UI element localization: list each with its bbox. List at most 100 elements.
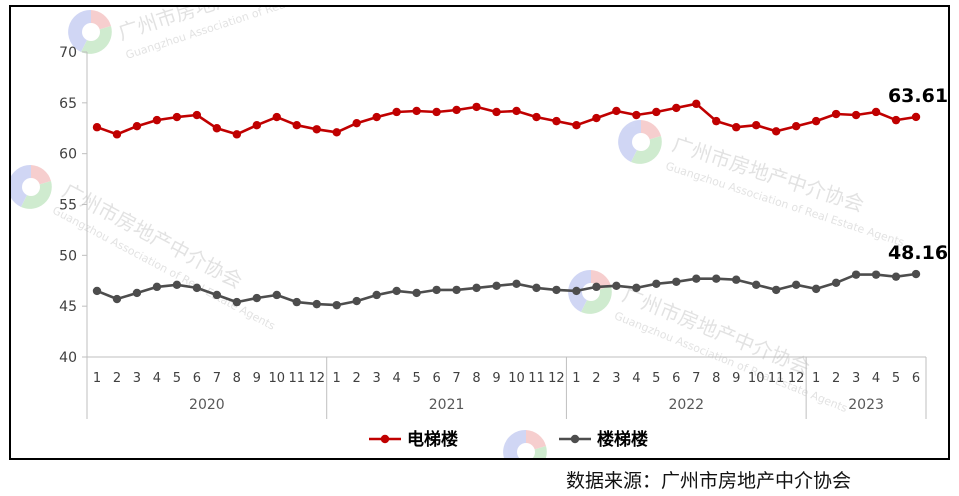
data-point	[871, 107, 881, 117]
watermark-logo-center	[82, 23, 100, 41]
data-point	[811, 116, 821, 126]
x-month-label: 4	[392, 371, 400, 386]
x-month-label: 6	[193, 371, 201, 386]
x-month-label: 7	[452, 371, 460, 386]
x-month-label: 11	[768, 371, 785, 386]
data-point	[212, 124, 222, 133]
watermark-logo-center	[517, 443, 535, 458]
data-point	[712, 116, 721, 126]
data-point	[791, 280, 801, 290]
watermark-logo-blue	[503, 429, 526, 458]
watermark-logo-red	[641, 120, 661, 142]
data-point	[492, 281, 501, 291]
x-month-label: 5	[652, 371, 660, 386]
data-point	[532, 112, 541, 122]
data-point	[112, 294, 122, 304]
y-tick-label: 50	[59, 248, 77, 264]
x-month-label: 9	[732, 371, 740, 386]
data-point	[312, 299, 321, 309]
legend-marker	[380, 434, 390, 444]
data-point	[732, 123, 741, 132]
x-month-label: 6	[432, 371, 440, 386]
data-point	[292, 121, 301, 130]
data-point	[292, 297, 301, 307]
data-point	[392, 107, 401, 117]
data-point	[392, 286, 401, 296]
x-month-label: 12	[548, 371, 565, 386]
watermark-logo-blue	[11, 164, 31, 207]
end-data-label: 48.16	[888, 242, 948, 264]
data-point	[232, 297, 242, 307]
x-year-label: 2023	[848, 397, 884, 413]
x-month-label: 4	[153, 371, 161, 386]
data-point	[332, 128, 341, 137]
data-point	[252, 293, 261, 303]
x-month-label: 3	[133, 371, 141, 386]
data-point	[92, 286, 102, 296]
data-point	[552, 116, 561, 126]
data-point	[412, 106, 421, 116]
data-point	[272, 290, 281, 300]
data-point	[172, 112, 182, 122]
data-point	[352, 296, 361, 306]
x-month-label: 2	[592, 371, 600, 386]
watermark-english-text: Guangzhou Association of Real Estate Age…	[50, 204, 277, 333]
x-year-label: 2020	[189, 397, 225, 413]
data-point	[592, 113, 601, 123]
data-point	[192, 110, 202, 120]
data-point	[632, 283, 641, 293]
data-point	[811, 284, 821, 294]
data-point	[512, 279, 521, 288]
watermark-logo-red	[526, 430, 546, 452]
data-point	[352, 118, 361, 128]
data-point	[652, 107, 661, 117]
data-point	[492, 107, 501, 117]
x-month-label: 8	[233, 371, 241, 386]
data-point	[472, 283, 481, 293]
data-point	[272, 112, 281, 122]
data-point	[372, 290, 381, 300]
x-month-label: 5	[412, 371, 420, 386]
x-month-label: 9	[492, 371, 500, 386]
watermark-logo-red	[31, 165, 51, 187]
x-month-label: 4	[632, 371, 640, 386]
x-year-label: 2021	[429, 397, 465, 413]
watermark-logo-blue	[68, 9, 91, 52]
y-tick-label: 60	[59, 147, 77, 163]
data-point	[512, 106, 521, 116]
data-point	[172, 280, 182, 290]
data-point	[132, 122, 142, 131]
x-month-label: 5	[173, 371, 181, 386]
x-month-label: 1	[812, 371, 820, 386]
data-source-note: 数据来源：广州市房地产中介协会	[566, 470, 852, 492]
x-month-label: 3	[373, 371, 381, 386]
x-month-label: 3	[852, 371, 860, 386]
data-point	[452, 105, 461, 115]
x-month-label: 10	[269, 371, 286, 386]
y-tick-label: 55	[59, 198, 77, 214]
data-point	[911, 112, 921, 122]
data-point	[831, 109, 841, 119]
data-point	[692, 274, 701, 283]
x-month-label: 1	[93, 371, 101, 386]
data-point	[372, 112, 381, 122]
data-point	[851, 270, 861, 279]
watermark-logo-red	[91, 10, 111, 32]
x-month-label: 2	[353, 371, 361, 386]
x-month-label: 10	[508, 371, 525, 386]
data-point	[732, 275, 741, 284]
x-month-label: 11	[528, 371, 545, 386]
data-point	[572, 121, 581, 130]
x-month-label: 2	[832, 371, 840, 386]
x-month-label: 7	[213, 371, 221, 386]
data-point	[851, 110, 861, 120]
data-point	[252, 121, 261, 130]
watermark-logo-blue	[618, 119, 641, 162]
data-point	[92, 123, 102, 132]
watermark-logo-green	[523, 446, 547, 458]
watermark-logo-green	[631, 136, 662, 164]
data-point	[652, 279, 661, 288]
data-point	[192, 283, 202, 293]
